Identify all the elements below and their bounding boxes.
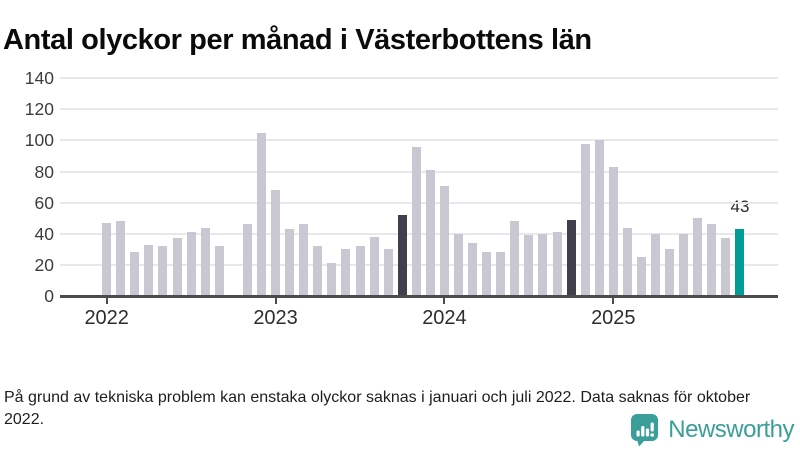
bar-2025-07 bbox=[693, 218, 703, 296]
bar-2023-12 bbox=[425, 169, 435, 296]
bar-2023-03 bbox=[299, 224, 309, 296]
newsworthy-logo[interactable]: Newsworthy bbox=[630, 413, 794, 447]
y-axis-label-100: 100 bbox=[24, 130, 54, 151]
bar-2022-04 bbox=[144, 244, 154, 296]
bar-2023-11 bbox=[411, 146, 421, 296]
bar-2024-06 bbox=[510, 221, 520, 296]
bar-2022-07 bbox=[186, 232, 196, 296]
chart-title: Antal olyckor per månad i Västerbottens … bbox=[3, 24, 592, 57]
bar-2023-10 bbox=[397, 215, 407, 296]
bar-2022-02 bbox=[116, 221, 126, 296]
y-axis-label-120: 120 bbox=[24, 99, 54, 120]
x-axis-label-2024: 2024 bbox=[422, 307, 467, 329]
gridline-y100 bbox=[60, 139, 778, 142]
y-axis-label-0: 0 bbox=[44, 286, 54, 306]
bar-2024-09 bbox=[552, 232, 562, 296]
bar-2025-05 bbox=[665, 249, 675, 296]
bar-2025-10 bbox=[735, 229, 745, 296]
bar-2024-10 bbox=[566, 219, 576, 296]
bar-2022-01 bbox=[102, 222, 112, 296]
bar-2022-03 bbox=[130, 252, 140, 296]
bar-2023-08 bbox=[369, 236, 379, 296]
bar-2025-08 bbox=[707, 224, 717, 296]
x-axis-tick-2025 bbox=[612, 298, 615, 304]
newsworthy-speech-bubble-bar-chart-icon bbox=[630, 413, 660, 447]
bar-2024-01 bbox=[439, 185, 449, 296]
x-axis-label-2023: 2023 bbox=[253, 307, 298, 329]
bar-2023-02 bbox=[285, 229, 295, 296]
x-axis-label-2025: 2025 bbox=[591, 307, 636, 329]
bar-2024-07 bbox=[524, 235, 534, 296]
bar-2025-03 bbox=[636, 257, 646, 296]
bar-2024-12 bbox=[594, 140, 604, 296]
y-axis-label-140: 140 bbox=[24, 68, 54, 89]
y-axis-label-20: 20 bbox=[34, 254, 54, 275]
bar-2022-12 bbox=[257, 132, 266, 296]
bar-2025-02 bbox=[622, 227, 632, 296]
x-axis-tick-2022 bbox=[105, 298, 108, 304]
bar-chart: 43 0 20 40 60 80 100 120 140 2022 2023 2024 2025 bbox=[24, 68, 778, 329]
bar-2023-01 bbox=[271, 190, 281, 296]
x-axis-tick-2024 bbox=[443, 298, 446, 304]
x-axis-line bbox=[60, 295, 778, 298]
bar-2023-05 bbox=[327, 263, 337, 296]
bar-2025-09 bbox=[721, 238, 731, 296]
gridline-y140 bbox=[60, 77, 778, 80]
bar-2024-05 bbox=[496, 252, 506, 296]
bar-2024-11 bbox=[580, 143, 590, 296]
bar-2022-06 bbox=[172, 238, 182, 296]
x-axis-label-2022: 2022 bbox=[84, 307, 129, 329]
bar-2022-11 bbox=[242, 224, 252, 296]
newsworthy-logo-text: Newsworthy bbox=[668, 416, 794, 443]
latest-value-label: 43 bbox=[730, 197, 750, 216]
bar-2023-06 bbox=[341, 249, 351, 296]
bar-2022-08 bbox=[200, 227, 210, 296]
bar-2022-09 bbox=[214, 246, 224, 296]
gridline-y120 bbox=[60, 108, 778, 111]
bar-2023-09 bbox=[383, 249, 393, 296]
x-axis-tick-2023 bbox=[274, 298, 277, 304]
bar-2024-08 bbox=[538, 233, 548, 296]
bar-2025-04 bbox=[651, 233, 661, 296]
footnote-text: På grund av tekniska problem kan enstaka… bbox=[4, 389, 751, 429]
bar-2023-04 bbox=[313, 246, 323, 296]
bar-2024-04 bbox=[482, 252, 492, 296]
bar-2024-02 bbox=[454, 233, 464, 296]
y-axis-label-80: 80 bbox=[34, 161, 54, 182]
bar-2023-07 bbox=[355, 246, 365, 296]
y-axis-label-40: 40 bbox=[34, 223, 54, 244]
bar-2025-06 bbox=[679, 233, 689, 296]
bar-2022-05 bbox=[158, 246, 168, 296]
bar-2025-01 bbox=[608, 166, 618, 296]
y-axis-label-60: 60 bbox=[34, 192, 54, 213]
bar-2024-03 bbox=[468, 243, 478, 296]
